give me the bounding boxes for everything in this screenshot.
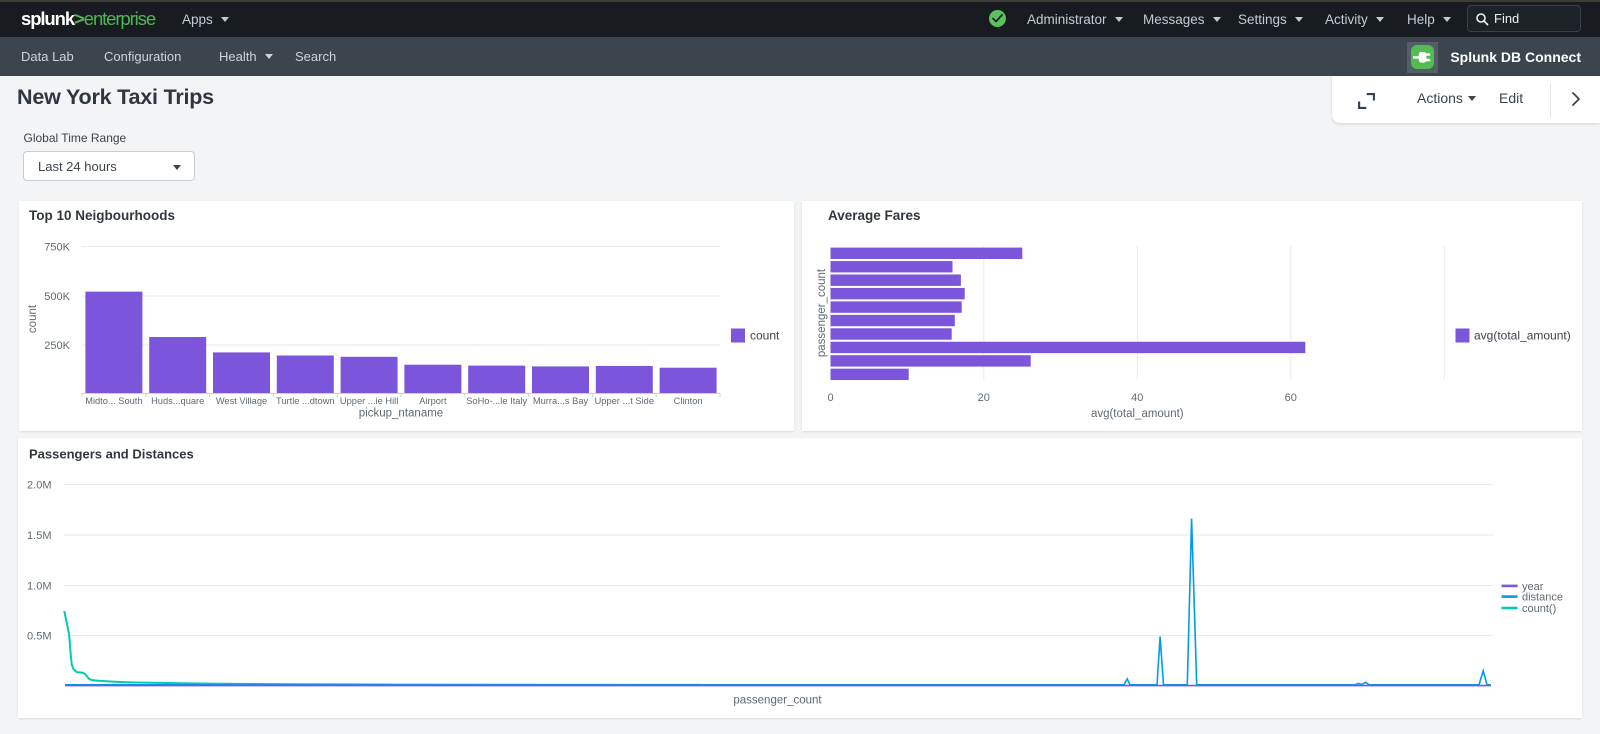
- svg-text:750K: 750K: [44, 242, 70, 254]
- svg-text:passenger_count: passenger_count: [816, 268, 828, 357]
- svg-text:Turtle ...dtown: Turtle ...dtown: [276, 396, 335, 406]
- svg-text:Top 10 Neigbourhoods: Top 10 Neigbourhoods: [29, 208, 175, 223]
- svg-text:0: 0: [827, 392, 833, 404]
- svg-text:Clinton: Clinton: [674, 396, 703, 406]
- svg-text:SoHo-...le Italy: SoHo-...le Italy: [466, 396, 527, 406]
- svg-text:Upper ...ie Hill: Upper ...ie Hill: [340, 396, 398, 406]
- svg-text:0.5M: 0.5M: [27, 631, 51, 643]
- svg-text:Average Fares: Average Fares: [828, 208, 921, 223]
- svg-text:year: year: [1522, 581, 1544, 593]
- svg-text:Passengers and Distances: Passengers and Distances: [29, 447, 194, 462]
- svg-text:2.0M: 2.0M: [27, 480, 51, 492]
- svg-text:avg(total_amount): avg(total_amount): [1474, 329, 1571, 343]
- svg-text:distance: distance: [1522, 592, 1563, 604]
- svg-text:20: 20: [978, 392, 990, 404]
- svg-text:Murra...s Bay: Murra...s Bay: [533, 396, 589, 406]
- svg-text:Airport: Airport: [419, 396, 447, 406]
- svg-text:count(): count(): [1522, 603, 1556, 615]
- svg-text:Midto... South: Midto... South: [85, 396, 142, 406]
- svg-text:1.0M: 1.0M: [27, 581, 51, 593]
- svg-text:West Village: West Village: [216, 396, 267, 406]
- svg-text:60: 60: [1285, 392, 1297, 404]
- svg-text:count: count: [750, 329, 780, 343]
- svg-text:count: count: [27, 304, 39, 333]
- svg-text:250K: 250K: [44, 340, 70, 352]
- svg-text:Upper ...t Side: Upper ...t Side: [595, 396, 654, 406]
- svg-text:avg(total_amount): avg(total_amount): [1091, 408, 1184, 420]
- svg-text:passenger_count: passenger_count: [733, 695, 822, 707]
- svg-text:500K: 500K: [44, 291, 70, 303]
- svg-text:Huds...quare: Huds...quare: [151, 396, 204, 406]
- svg-text:1.5M: 1.5M: [27, 530, 51, 542]
- svg-text:40: 40: [1131, 392, 1143, 404]
- svg-text:pickup_ntaname: pickup_ntaname: [359, 408, 443, 420]
